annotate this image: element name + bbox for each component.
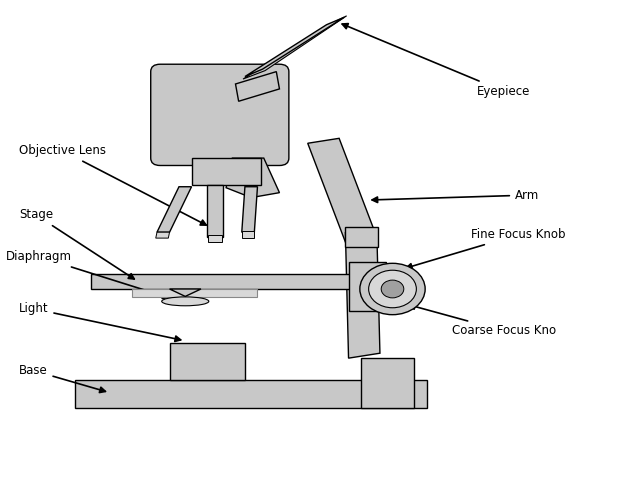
Polygon shape	[345, 232, 380, 358]
FancyBboxPatch shape	[151, 64, 289, 165]
Text: Base: Base	[19, 364, 106, 393]
Bar	[91, 274, 377, 289]
Polygon shape	[243, 16, 347, 79]
Polygon shape	[226, 158, 279, 198]
Text: Fine Focus Knob: Fine Focus Knob	[406, 228, 565, 269]
Bar	[242, 231, 254, 238]
Polygon shape	[308, 138, 377, 242]
Bar	[208, 235, 222, 242]
Circle shape	[360, 263, 425, 315]
Bar	[349, 262, 386, 311]
Circle shape	[369, 270, 416, 308]
Polygon shape	[242, 187, 257, 232]
Polygon shape	[245, 17, 344, 77]
Text: Eyepiece: Eyepiece	[342, 24, 531, 98]
Text: Coarse Focus Kno: Coarse Focus Kno	[409, 304, 556, 337]
Bar	[75, 380, 427, 408]
Bar	[361, 358, 414, 408]
Polygon shape	[170, 289, 201, 296]
Bar	[207, 185, 223, 237]
Ellipse shape	[162, 297, 208, 306]
Bar	[170, 343, 245, 380]
Polygon shape	[157, 187, 192, 232]
Text: Objective Lens: Objective Lens	[19, 144, 206, 225]
Bar	[192, 158, 261, 185]
Text: Diaphragm: Diaphragm	[6, 250, 168, 298]
Text: Light: Light	[19, 302, 181, 341]
Bar	[345, 227, 378, 247]
Circle shape	[381, 280, 404, 298]
Text: Stage: Stage	[19, 208, 134, 279]
Bar	[132, 289, 257, 297]
Polygon shape	[156, 232, 170, 238]
Text: Arm: Arm	[372, 189, 539, 203]
Polygon shape	[236, 72, 279, 101]
